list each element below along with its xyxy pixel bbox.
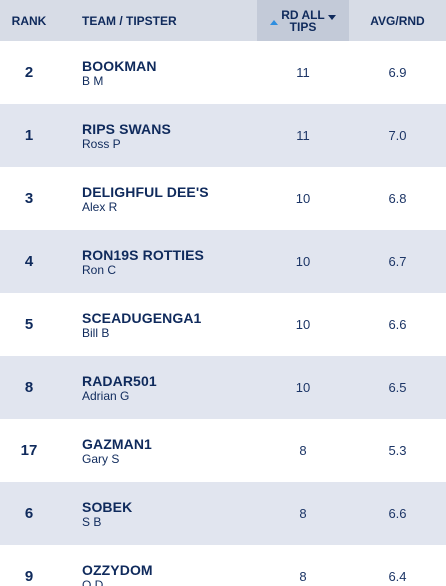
table-row[interactable]: 8 RADAR501 Adrian G 10 6.5 [0,356,446,419]
team-cell: SOBEK S B [58,482,257,545]
tipster-name: S B [82,514,102,529]
tips-cell: 10 [295,317,311,332]
rank-cell: 1 [24,127,34,144]
tipster-name: Bill B [82,325,110,340]
rank-cell: 17 [20,442,38,459]
column-header-rank[interactable]: RANK [11,13,47,28]
table-row[interactable]: 5 SCEADUGENGA1 Bill B 10 6.6 [0,293,446,356]
sort-ascending-icon[interactable] [270,20,279,25]
table-row[interactable]: 3 DELIGHFUL DEE'S Alex R 10 6.8 [0,167,446,230]
rank-cell: 9 [24,568,34,585]
tips-cell: 10 [295,254,311,269]
avg-cell: 6.6 [388,317,407,332]
table-row[interactable]: 1 RIPS SWANS Ross P 11 7.0 [0,104,446,167]
table-body: 2 BOOKMAN B M 11 6.9 1 RIPS SWANS Ross P… [0,41,446,586]
team-cell: RON19S ROTTIES Ron C [58,230,257,293]
team-name[interactable]: DELIGHFUL DEE'S [82,183,209,200]
tipster-name: Gary S [82,451,120,466]
tips-cell: 8 [299,443,307,458]
sort-descending-icon[interactable] [327,15,336,20]
tips-cell: 11 [296,128,310,143]
tipster-name: Alex R [82,199,118,214]
tipster-name: B M [82,73,104,88]
table-row[interactable]: 6 SOBEK S B 8 6.6 [0,482,446,545]
tipster-name: Ron C [82,262,117,277]
team-cell: OZZYDOM O D [58,545,257,586]
tipster-name: Adrian G [82,388,130,403]
team-cell: RADAR501 Adrian G [58,356,257,419]
table-row[interactable]: 9 OZZYDOM O D 8 6.4 [0,545,446,586]
avg-cell: 6.9 [388,65,407,80]
tipster-name: Ross P [82,136,121,151]
tips-cell: 8 [299,569,307,584]
avg-cell: 6.7 [388,254,407,269]
column-header-team[interactable]: TEAM / TIPSTER [82,13,177,28]
tips-header-line1: RD ALL [281,7,325,22]
team-cell: BOOKMAN B M [58,41,257,104]
column-header-avg-rnd[interactable]: AVG/RND [370,13,425,28]
avg-cell: 6.8 [388,191,407,206]
team-cell: SCEADUGENGA1 Bill B [58,293,257,356]
avg-cell: 6.4 [388,569,407,584]
table-header: RANK TEAM / TIPSTER RD ALL TIPS AVG/RND [0,0,446,41]
team-cell: RIPS SWANS Ross P [58,104,257,167]
avg-cell: 6.6 [388,506,407,521]
sort-control[interactable]: RD ALL TIPS [270,9,336,33]
team-name[interactable]: RADAR501 [82,372,157,389]
tips-cell: 8 [299,506,307,521]
rank-cell: 8 [24,379,34,396]
team-cell: DELIGHFUL DEE'S Alex R [58,167,257,230]
table-row[interactable]: 17 GAZMAN1 Gary S 8 5.3 [0,419,446,482]
avg-cell: 5.3 [388,443,407,458]
rank-cell: 2 [24,64,34,81]
table-row[interactable]: 4 RON19S ROTTIES Ron C 10 6.7 [0,230,446,293]
team-cell: GAZMAN1 Gary S [58,419,257,482]
rank-cell: 4 [24,253,34,270]
rank-cell: 3 [24,190,34,207]
rank-cell: 6 [24,505,34,522]
avg-cell: 7.0 [388,128,407,143]
tips-cell: 10 [295,191,311,206]
team-name[interactable]: BOOKMAN [82,57,157,74]
team-name[interactable]: OZZYDOM [82,561,153,578]
avg-cell: 6.5 [388,380,407,395]
team-name[interactable]: GAZMAN1 [82,435,152,452]
tipster-name: O D [82,577,104,586]
team-name[interactable]: SOBEK [82,498,133,515]
table-row[interactable]: 2 BOOKMAN B M 11 6.9 [0,41,446,104]
rank-cell: 5 [24,316,34,333]
column-header-rd-all-tips[interactable]: RD ALL TIPS [257,0,349,41]
team-name[interactable]: RIPS SWANS [82,120,171,137]
tips-header-label: RD ALL TIPS [281,9,325,33]
tips-header-line2: TIPS [289,19,317,34]
tips-cell: 11 [296,65,310,80]
team-name[interactable]: RON19S ROTTIES [82,246,204,263]
tips-cell: 10 [295,380,311,395]
team-name[interactable]: SCEADUGENGA1 [82,309,202,326]
